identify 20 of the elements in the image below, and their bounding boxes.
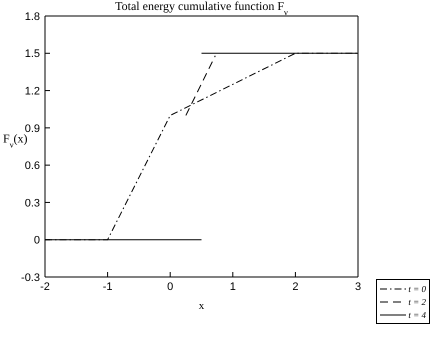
y-tick-label: 0.6 xyxy=(24,160,40,172)
x-tick-label: -1 xyxy=(102,280,112,293)
legend-label: t = 0 xyxy=(408,284,426,294)
x-tick-label: 0 xyxy=(167,280,174,293)
legend-label: t = 4 xyxy=(408,310,426,320)
y-tick-label: 0.3 xyxy=(24,197,40,210)
y-axis-title: F$_{ν}$(x) xyxy=(3,132,28,149)
chart-title: Total energy cumulative function F$_{ν}$ xyxy=(115,0,288,16)
y-tick-label: 1.8 xyxy=(24,10,40,23)
y-tick-label: -0.3 xyxy=(21,272,40,284)
x-axis-title: x xyxy=(198,300,205,312)
y-tick-label: 0.9 xyxy=(24,122,40,135)
legend-label: t = 2 xyxy=(408,296,426,306)
x-tick-label: -2 xyxy=(40,280,50,293)
x-tick-label: 3 xyxy=(354,280,362,293)
y-tick-label: 0 xyxy=(34,234,40,247)
y-tick-label: 1.5 xyxy=(24,48,40,60)
y-tick-label: 1.2 xyxy=(24,85,40,98)
x-tick-label: 2 xyxy=(292,280,298,293)
x-tick-label: 1 xyxy=(230,280,236,293)
